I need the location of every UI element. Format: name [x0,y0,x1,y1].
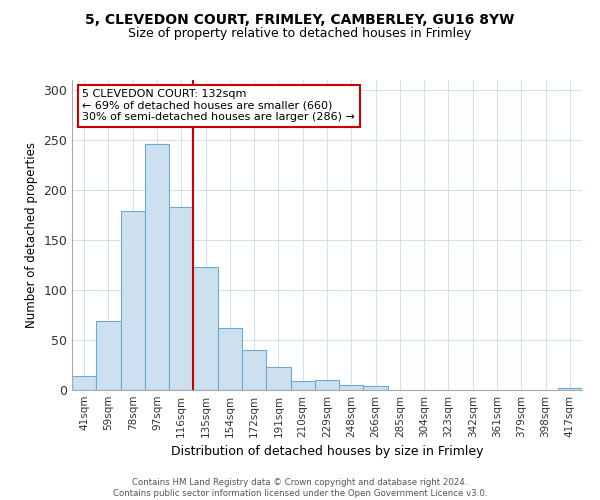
Text: 5 CLEVEDON COURT: 132sqm
← 69% of detached houses are smaller (660)
30% of semi-: 5 CLEVEDON COURT: 132sqm ← 69% of detach… [82,90,355,122]
Y-axis label: Number of detached properties: Number of detached properties [25,142,38,328]
Bar [218,328,242,390]
Text: Contains HM Land Registry data © Crown copyright and database right 2024.
Contai: Contains HM Land Registry data © Crown c… [113,478,487,498]
Bar [339,385,364,390]
Bar [266,367,290,390]
Text: 5, CLEVEDON COURT, FRIMLEY, CAMBERLEY, GU16 8YW: 5, CLEVEDON COURT, FRIMLEY, CAMBERLEY, G… [85,12,515,26]
Bar [364,386,388,390]
Bar [72,376,96,390]
Bar [121,211,145,390]
Bar [193,267,218,390]
Bar [96,321,121,390]
Bar [558,388,582,390]
Bar [290,381,315,390]
Bar [315,380,339,390]
Text: Size of property relative to detached houses in Frimley: Size of property relative to detached ho… [128,28,472,40]
X-axis label: Distribution of detached houses by size in Frimley: Distribution of detached houses by size … [171,446,483,458]
Bar [145,144,169,390]
Bar [242,350,266,390]
Bar [169,207,193,390]
